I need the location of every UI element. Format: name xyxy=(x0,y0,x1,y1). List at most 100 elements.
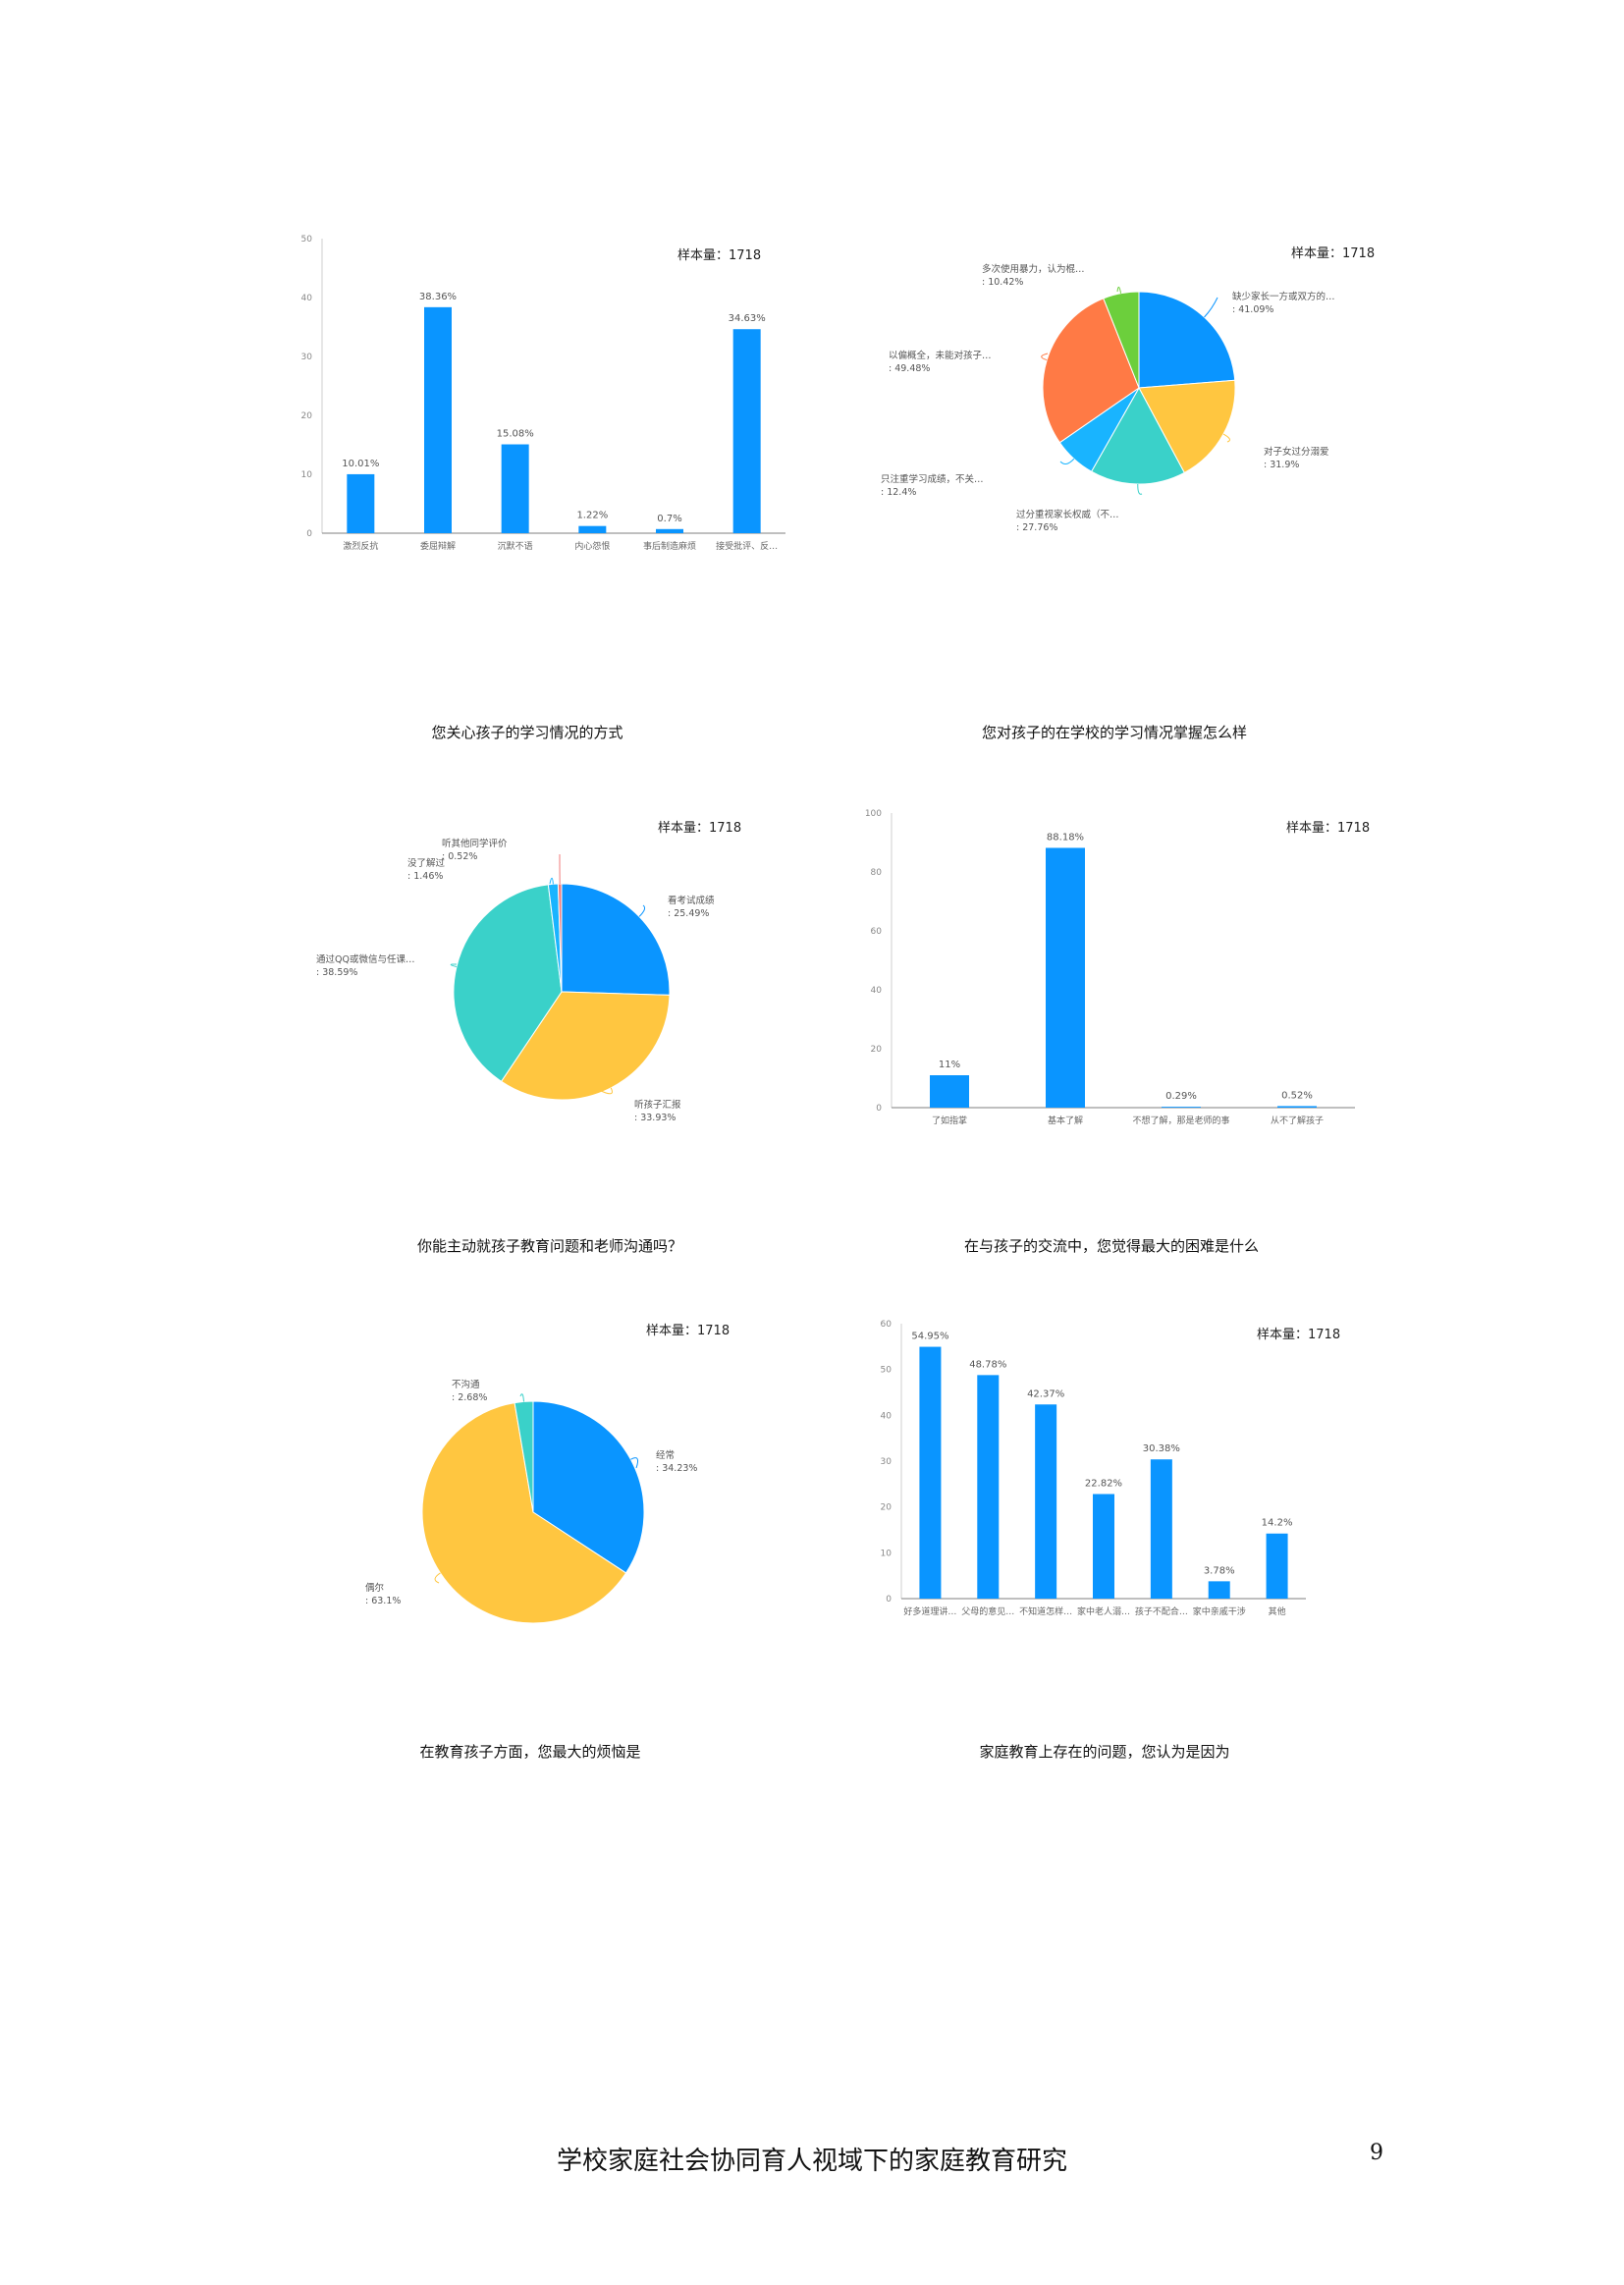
chart6-svg: 0 10 20 30 40 50 60 54.95% 好多道理讲… 48.78% 父母的意见… 42.… xyxy=(881,1320,1306,1617)
bar xyxy=(347,473,375,533)
bar xyxy=(732,329,761,533)
y-tick-label: 30 xyxy=(301,353,313,362)
x-tick-label: 家中老人溺… xyxy=(1077,1605,1130,1617)
pie-slice xyxy=(500,991,671,1101)
bar-value-label: 14.2% xyxy=(1262,1518,1293,1529)
bar xyxy=(1266,1533,1288,1599)
pie-leader-line xyxy=(549,877,554,885)
pie-leader-line xyxy=(638,904,646,917)
bar-value-label: 22.82% xyxy=(1085,1479,1122,1490)
bar-value-label: 88.18% xyxy=(1047,832,1084,843)
y-tick-label: 100 xyxy=(865,809,882,819)
y-tick-label: 0 xyxy=(306,529,312,539)
pie-slice xyxy=(1103,291,1140,389)
bar xyxy=(656,528,683,533)
sample-size-label: 样本量：1718 xyxy=(677,248,762,263)
chart2-svg: 缺少家长一方或双方的…: 41.09% 对子女过分溺爱: 31.9% 过分重视家长权… xyxy=(881,263,1335,533)
chart-caption: 你能主动就孩子教育问题和老师沟通吗？ xyxy=(416,1237,683,1255)
y-tick-label: 20 xyxy=(881,1503,893,1513)
chart5-svg: 经常: 34.23% 偶尔: 63.1% 不沟通: 2.68% xyxy=(365,1379,697,1624)
x-tick-label: 不想了解，那是老师的事 xyxy=(1132,1115,1229,1126)
x-tick-label: 事后制造麻烦 xyxy=(643,540,696,552)
pie-slice xyxy=(453,884,563,1082)
bar xyxy=(1277,1106,1317,1108)
pie-slice-label: 经常: 34.23% xyxy=(656,1449,697,1474)
bar xyxy=(424,306,452,533)
bar-value-label: 54.95% xyxy=(911,1332,948,1342)
pie-slice-label: 偶尔: 63.1% xyxy=(365,1582,401,1606)
pie-slice xyxy=(421,1402,627,1624)
chart-caption: 在与孩子的交流中，您觉得最大的困难是什么 xyxy=(963,1237,1260,1255)
pie-slice xyxy=(561,883,671,996)
bar xyxy=(1046,847,1085,1108)
y-tick-label: 10 xyxy=(301,470,313,480)
pie-slice-label: 不沟通: 2.68% xyxy=(452,1379,487,1403)
bar xyxy=(977,1375,1000,1599)
pie-leader-line xyxy=(1116,286,1122,294)
y-tick-label: 50 xyxy=(301,235,313,245)
bar xyxy=(1035,1404,1057,1599)
bar xyxy=(1093,1494,1114,1599)
bar-value-label: 3.78% xyxy=(1204,1565,1235,1576)
y-tick-label: 50 xyxy=(881,1366,893,1376)
pie-chart-learning-methods: 看考试成绩: 25.49% 听孩子汇报: 33.93% 通过QQ或微信与任课…: 3… xyxy=(285,795,795,1129)
x-tick-label: 孩子不配合… xyxy=(1135,1605,1188,1617)
pie-leader-line xyxy=(434,1572,441,1584)
bar xyxy=(1150,1459,1172,1599)
bar xyxy=(919,1346,942,1599)
y-tick-label: 20 xyxy=(301,411,313,421)
pie-slice xyxy=(1138,291,1236,389)
sample-size-label: 样本量：1718 xyxy=(1291,246,1376,261)
pie-leader-line xyxy=(1222,433,1230,443)
pie-slice-label: 多次使用暴力，认为棍…: 10.42% xyxy=(982,263,1085,288)
pie-slice-label: 以偏概全，未能对孩子…: 49.48% xyxy=(889,350,992,374)
y-tick-label: 40 xyxy=(301,294,313,303)
pie-leader-line xyxy=(450,963,458,967)
pie-slice-label: 过分重视家长权威（不…: 27.76% xyxy=(1016,509,1119,533)
bar xyxy=(501,444,529,533)
pie-slice-label: 只注重学习成绩，不关…: 12.4% xyxy=(881,473,984,498)
y-tick-label: 10 xyxy=(881,1549,893,1558)
bar-value-label: 48.78% xyxy=(969,1359,1006,1370)
bar-value-label: 11% xyxy=(939,1060,960,1070)
pie-chart-communication: 经常: 34.23% 偶尔: 63.1% 不沟通: 2.68% 样本量：1718 xyxy=(285,1306,795,1640)
x-tick-label: 委屈辩解 xyxy=(420,540,456,552)
bar-value-label: 42.37% xyxy=(1027,1388,1064,1399)
y-tick-label: 20 xyxy=(871,1045,883,1055)
pie-slice xyxy=(514,1400,534,1513)
pie-leader-line xyxy=(1204,297,1218,318)
bar xyxy=(578,525,607,533)
y-tick-label: 30 xyxy=(881,1457,893,1467)
x-tick-label: 从不了解孩子 xyxy=(1271,1115,1324,1126)
x-tick-label: 内心怨恨 xyxy=(574,540,610,552)
x-tick-label: 了如指掌 xyxy=(932,1115,967,1126)
pie-leader-line xyxy=(1137,483,1143,495)
y-tick-label: 40 xyxy=(881,1411,893,1421)
y-tick-label: 40 xyxy=(871,986,883,996)
pie-leader-line xyxy=(630,1457,639,1469)
bar-chart-difficulties: 0 10 20 30 40 50 60 54.95% 好多道理讲… 48.78% 父母的意见… 42.… xyxy=(864,1306,1375,1640)
pie-leader-line xyxy=(519,1393,524,1402)
pie-slice-label: 看考试成绩: 25.49% xyxy=(668,895,715,919)
y-tick-label: 60 xyxy=(881,1320,893,1330)
pie-slice xyxy=(1138,379,1236,474)
y-tick-label: 80 xyxy=(871,868,883,878)
x-tick-label: 基本了解 xyxy=(1048,1115,1083,1126)
pie-slice-label: 听孩子汇报: 33.93% xyxy=(634,1099,681,1123)
bar-value-label: 1.22% xyxy=(576,511,608,521)
pie-slice-label: 通过QQ或微信与任课…: 38.59% xyxy=(316,953,414,978)
pie-slice-label: 缺少家长一方或双方的…: 41.09% xyxy=(1232,291,1335,315)
chart-caption: 在教育孩子方面，您最大的烦恼是 xyxy=(419,1743,641,1761)
x-tick-label: 父母的意见… xyxy=(961,1605,1014,1617)
pie-slice-label: 听其他同学评价: 0.52% xyxy=(442,838,508,862)
bar-value-label: 0.52% xyxy=(1281,1090,1313,1101)
y-tick-label: 0 xyxy=(886,1595,892,1605)
chart3-svg: 看考试成绩: 25.49% 听孩子汇报: 33.93% 通过QQ或微信与任课…: 3… xyxy=(316,838,715,1123)
x-tick-label: 激烈反抗 xyxy=(343,540,378,552)
pie-leader-line xyxy=(1041,353,1049,361)
bar xyxy=(1208,1581,1230,1599)
sample-size-label: 样本量：1718 xyxy=(658,821,742,836)
x-tick-label: 接受批评、反… xyxy=(716,540,778,552)
bar-value-label: 38.36% xyxy=(419,292,457,302)
y-tick-label: 0 xyxy=(876,1104,882,1114)
